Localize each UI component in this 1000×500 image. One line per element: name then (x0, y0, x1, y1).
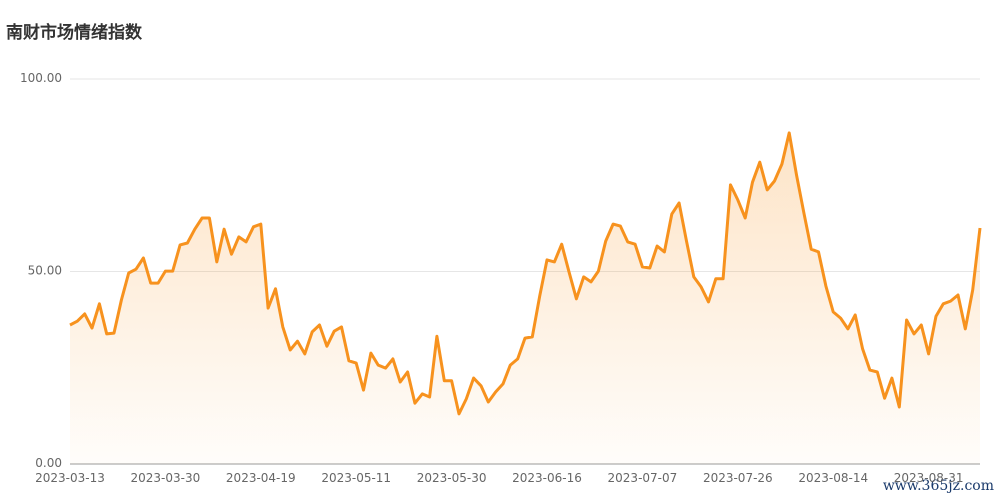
x-tick-label: 2023-03-30 (131, 471, 201, 485)
x-tick-label: 2023-06-16 (512, 471, 582, 485)
line (69, 131, 982, 416)
y-tick-label: 0.00 (35, 456, 62, 470)
x-tick-label: 2023-05-11 (321, 471, 391, 485)
x-tick-label: 2023-07-07 (608, 471, 678, 485)
x-tick-label: 2023-07-26 (703, 471, 773, 485)
x-tick-label: 2023-08-31 (894, 471, 964, 485)
area (70, 132, 980, 464)
y-tick-label: 100.00 (20, 71, 62, 85)
x-tick-label: 2023-04-19 (226, 471, 296, 485)
watermark: www.365jz.com (883, 478, 994, 494)
chart-title: 南财市场情绪指数 (6, 22, 143, 43)
y-tick-label: 50.00 (28, 264, 62, 278)
x-tick-label: 2023-05-30 (417, 471, 487, 485)
x-tick-label: 2023-08-14 (798, 471, 868, 485)
x-tick-label: 2023-03-13 (35, 471, 105, 485)
